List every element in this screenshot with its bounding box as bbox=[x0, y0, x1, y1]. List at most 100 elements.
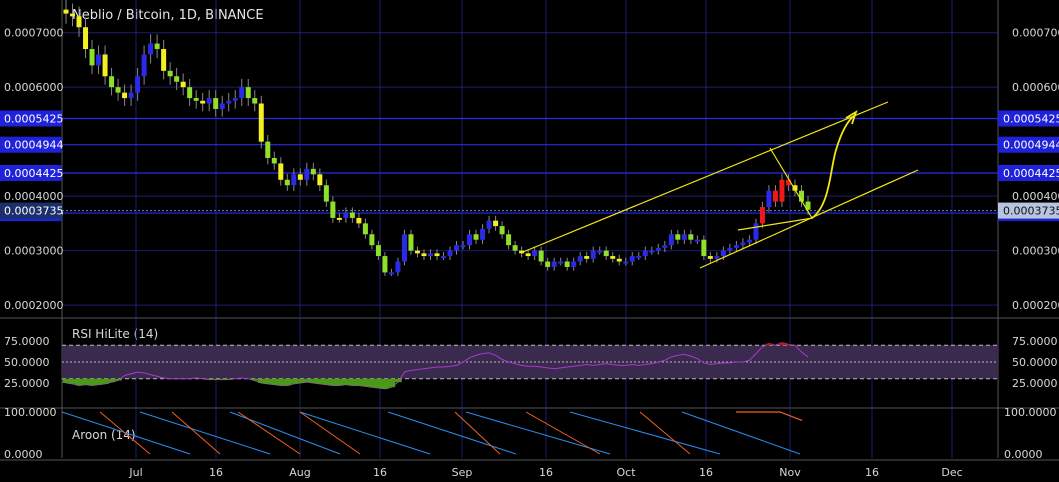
rsi-oversold-fill bbox=[264, 378, 272, 384]
candle-body bbox=[447, 250, 453, 257]
candle-body bbox=[323, 185, 329, 202]
candle-body bbox=[349, 212, 355, 218]
candle-body bbox=[187, 87, 193, 99]
candle-body bbox=[122, 92, 128, 99]
candle-body bbox=[668, 234, 674, 246]
candle-body bbox=[427, 253, 433, 257]
rsi-tick-left: 75.0000 bbox=[4, 335, 50, 348]
candle-body bbox=[70, 13, 76, 17]
level-label-left: 0.0005425 bbox=[4, 113, 64, 126]
candle-body bbox=[753, 223, 759, 240]
candle-body bbox=[486, 220, 492, 229]
rsi-label: RSI HiLite (14) bbox=[72, 327, 159, 341]
x-tick-label: Jul bbox=[128, 466, 142, 479]
aroon-up-recent bbox=[736, 411, 803, 421]
price-tick-label-right: 0.0007000 bbox=[1012, 27, 1059, 40]
rsi-oversold-fill bbox=[323, 378, 331, 385]
candle-body bbox=[532, 250, 538, 257]
candle-body bbox=[460, 245, 466, 248]
level-label-right: 0.0004944 bbox=[1003, 139, 1059, 152]
candle-body bbox=[414, 250, 420, 254]
rsi-oversold-fill bbox=[284, 378, 292, 386]
rsi-oversold-fill bbox=[362, 378, 370, 387]
candle-body bbox=[785, 179, 791, 186]
price-tick-label-left: 0.0004000 bbox=[4, 190, 64, 203]
candle-body bbox=[310, 168, 316, 175]
level-label-left: 0.0004425 bbox=[4, 167, 64, 180]
rsi-oversold-fill bbox=[297, 378, 305, 383]
rsi-oversold-fill bbox=[101, 378, 109, 384]
candle-body bbox=[258, 103, 264, 142]
rsi-oversold-fill bbox=[114, 378, 122, 381]
rsi-oversold-fill bbox=[375, 378, 383, 389]
rsi-overbought-fill bbox=[765, 343, 773, 346]
candle-body bbox=[193, 98, 199, 101]
rsi-tick-right: 25.0000 bbox=[1012, 377, 1058, 390]
level-box-right bbox=[998, 136, 1059, 153]
price-tick-label-left: 0.0003000 bbox=[4, 245, 64, 258]
candle-body bbox=[701, 239, 707, 257]
rsi-tick-left: 25.0000 bbox=[4, 377, 50, 390]
rsi-oversold-fill bbox=[225, 378, 233, 380]
candle-body bbox=[128, 92, 134, 99]
rsi-oversold-fill bbox=[368, 378, 376, 388]
candle-body bbox=[499, 226, 505, 235]
candle-body bbox=[388, 272, 394, 275]
candle-body bbox=[467, 234, 473, 246]
rsi-oversold-fill bbox=[388, 378, 396, 388]
candle-body bbox=[649, 250, 655, 253]
rsi-line bbox=[65, 342, 809, 390]
rsi-oversold-fill bbox=[271, 378, 279, 385]
level-box-right bbox=[998, 164, 1059, 181]
candle-body bbox=[252, 98, 258, 104]
candle-body bbox=[727, 247, 733, 251]
candle-body bbox=[375, 245, 381, 257]
aroon-tick-left: 100.0000 bbox=[4, 406, 57, 419]
candle-body bbox=[76, 16, 82, 28]
candle-body bbox=[239, 87, 245, 99]
rsi-oversold-fill bbox=[336, 378, 344, 386]
level-box-left bbox=[0, 136, 62, 153]
candle-body bbox=[733, 245, 739, 248]
rsi-overbought-fill bbox=[785, 344, 793, 346]
candle-body bbox=[356, 217, 362, 224]
candle-body bbox=[480, 228, 486, 240]
candle-body bbox=[83, 27, 89, 50]
rsi-oversold-fill bbox=[251, 378, 259, 381]
candle-body bbox=[330, 201, 336, 218]
aroon-down-line bbox=[61, 411, 801, 455]
candle-body bbox=[454, 245, 460, 251]
candle-body bbox=[590, 250, 596, 259]
rsi-oversold-fill bbox=[62, 378, 70, 383]
aroon-tick-right: 0.0000 bbox=[1004, 448, 1043, 461]
rsi-oversold-fill bbox=[310, 378, 318, 383]
candle-body bbox=[96, 54, 102, 66]
candle-body bbox=[571, 261, 577, 267]
candle-body bbox=[102, 54, 108, 77]
candle-body bbox=[167, 70, 173, 77]
candle-body bbox=[369, 234, 375, 246]
rsi-oversold-fill bbox=[82, 378, 90, 385]
channel-upper-line bbox=[522, 101, 889, 253]
rsi-oversold-fill bbox=[355, 378, 363, 386]
level-box-right bbox=[998, 110, 1059, 127]
price-tick-label-right: 0.0006000 bbox=[1012, 81, 1059, 94]
candle-body bbox=[271, 158, 277, 164]
candle-body bbox=[408, 234, 414, 251]
candle-body bbox=[141, 54, 147, 77]
rsi-oversold-fill bbox=[205, 378, 213, 380]
candle-body bbox=[245, 87, 251, 99]
candle-body bbox=[284, 179, 290, 186]
candle-body bbox=[89, 49, 95, 66]
rsi-tick-right: 50.0000 bbox=[1012, 356, 1058, 369]
candle-body bbox=[115, 87, 121, 93]
rsi-oversold-fill bbox=[277, 378, 285, 386]
candle-body bbox=[493, 220, 499, 227]
candle-body bbox=[759, 207, 765, 224]
candle-body bbox=[740, 242, 746, 246]
candle-body bbox=[174, 76, 180, 82]
candle-body bbox=[63, 9, 69, 14]
candle-body bbox=[616, 258, 622, 262]
